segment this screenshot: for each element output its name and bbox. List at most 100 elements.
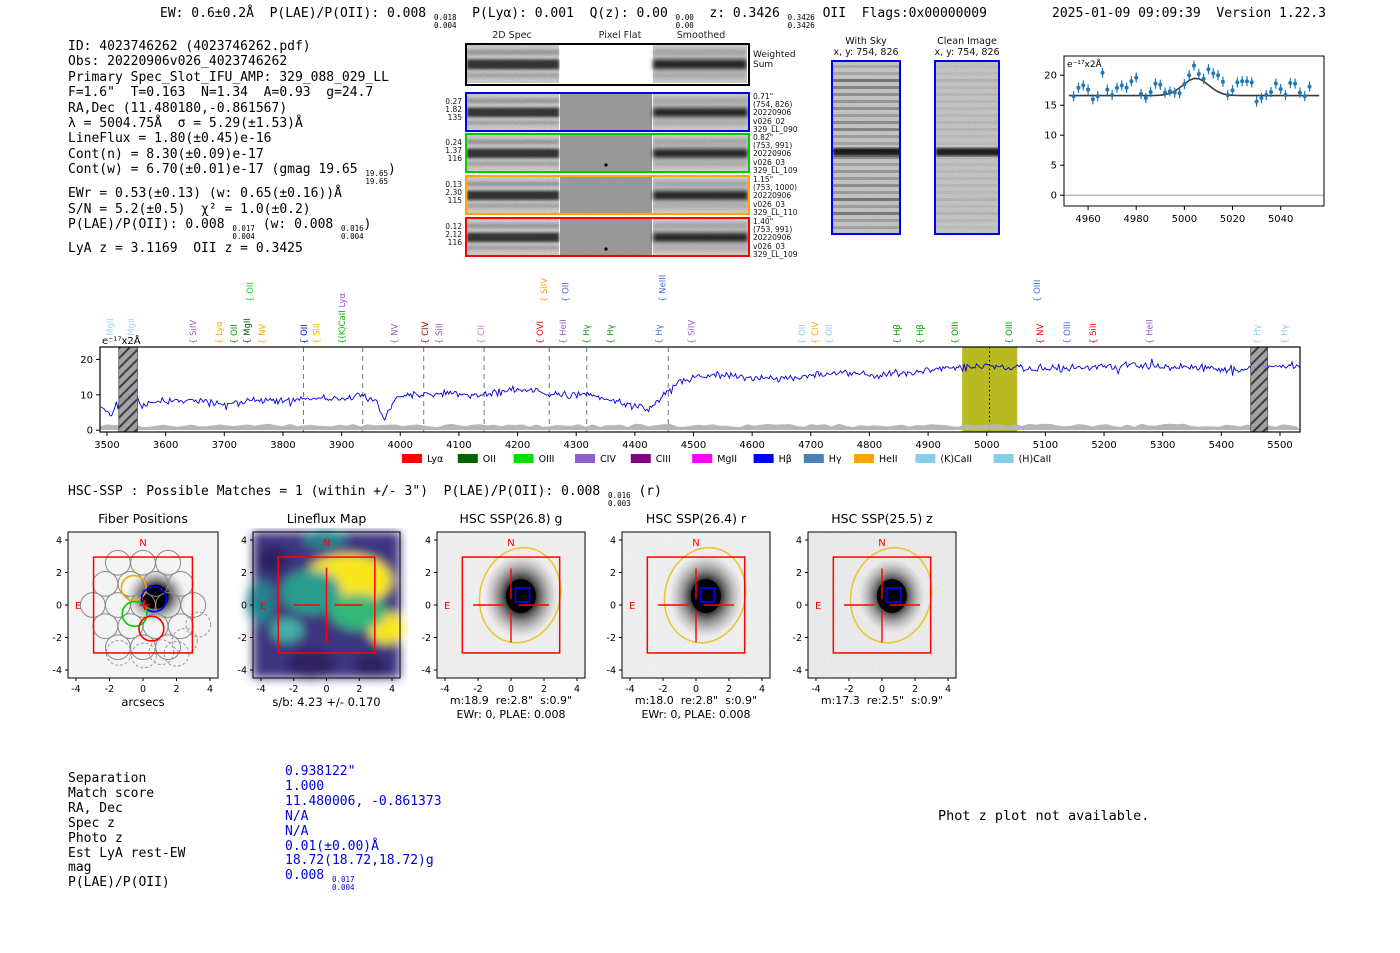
cutout-column-header: Smoothed	[676, 30, 726, 41]
aperture-ellipse	[849, 546, 933, 644]
panel-ytick: -4	[238, 666, 247, 677]
panel-xtick: 2	[173, 684, 179, 695]
sub-value: 0.003	[608, 499, 631, 508]
panel-ytick: 4	[796, 536, 802, 547]
panel-xtick: 4	[945, 684, 951, 695]
text-run: )	[388, 162, 396, 178]
text-run: ID: 4023746262 (4023746262.pdf)	[68, 39, 311, 54]
inset-ytick: 20	[1044, 71, 1057, 82]
emission-line-label: { OII	[562, 282, 572, 302]
panel-ytick: 4	[610, 536, 616, 547]
match-row-value: 0.008 0.017 0.004	[285, 868, 442, 893]
panel-xtick: 0	[323, 684, 329, 695]
text-run: 11.480006, -0.861373	[285, 793, 442, 809]
emission-line-label: { OII	[798, 324, 808, 344]
legend-swatch	[692, 454, 713, 463]
panel-ytick: 2	[425, 568, 431, 579]
text-run: EWr = 0.53(±0.13) (w: 0.65(±0.16))Å	[68, 186, 342, 202]
panel-map-svg: N E -4 -4 -2 -2 0 0 2 2 4 4	[238, 530, 404, 695]
inset-xtick: 4980	[1123, 214, 1148, 225]
spectrum-xtick: 5400	[1209, 440, 1234, 451]
panel-title: Lineflux Map	[286, 511, 367, 526]
sup-value: 0.016	[341, 224, 364, 234]
panel-ytick: -2	[422, 633, 431, 644]
selected-fiber-circle	[140, 586, 168, 613]
emission-line-label: { CII	[477, 325, 487, 344]
panel-ytick: -4	[53, 666, 62, 677]
selected-fiber-circle	[121, 600, 148, 628]
compass-east: E	[629, 601, 635, 612]
panel-xtick: -4	[811, 684, 820, 695]
sup-value: 0.017	[331, 875, 355, 885]
sub-value: 0.00	[675, 21, 694, 30]
masked-band	[118, 346, 138, 433]
fiber-circle	[155, 549, 182, 576]
emission-line-label: { NV	[258, 324, 268, 344]
legend-swatch	[993, 454, 1014, 463]
panel-xtick: 0	[879, 684, 885, 695]
sub-value: 0.004	[331, 883, 355, 893]
match-row-value: 1.000	[285, 778, 442, 795]
sup-value: 0.00	[675, 13, 694, 22]
match-row-label: Spec z	[68, 815, 115, 831]
legend-label: HeII	[879, 454, 898, 465]
info-line: LyA z = 3.1169 OII z = 0.3425	[68, 241, 396, 256]
legend-swatch	[915, 454, 936, 463]
emission-line-label: { Hγ	[1253, 324, 1263, 344]
selected-fiber-circle	[138, 615, 165, 642]
spectrum-xtick: 4500	[681, 440, 706, 451]
cutout-row	[465, 175, 750, 215]
text-run: Obs: 20220906v026_4023746262	[68, 54, 288, 70]
header-timestamp-version: 2025-01-09 09:09:39 Version 1.22.3	[1052, 6, 1326, 21]
panel-ytick: -2	[793, 633, 802, 644]
fiber-circle-dashed	[185, 611, 212, 638]
inset-ytick: 0	[1051, 191, 1057, 202]
with-sky-panel-title: With Sky x, y: 754, 826	[833, 36, 899, 58]
text-run: N/A	[285, 823, 309, 839]
legend-swatch	[854, 454, 874, 463]
inset-xtick: 5020	[1220, 214, 1245, 225]
aperture-ellipse	[478, 546, 562, 644]
cutout-column-header: Pixel Flat	[598, 30, 642, 41]
text-run: F=1.6" T=0.163 N=1.34 A=0.93 g=24.7	[68, 85, 374, 101]
panel-xtick: 0	[693, 684, 699, 695]
match-row-value: N/A	[285, 809, 442, 825]
text-run: HSC-SSP : Possible Matches = 1 (within +…	[68, 484, 609, 499]
info-line: ID: 4023746262 (4023746262.pdf)	[68, 39, 396, 54]
extraction-box	[461, 556, 561, 654]
with-sky-panel-image	[833, 62, 903, 233]
panel-title: Fiber Positions	[98, 511, 188, 526]
weighted-sum-label: Weighted Sum	[753, 50, 796, 70]
match-row-value: 18.72(18.72,18.72)g	[285, 853, 442, 869]
spectrum-xtick: 3600	[153, 440, 178, 451]
emission-line-label: { Hγ	[583, 324, 593, 344]
legend-label: OIII	[539, 454, 555, 465]
text-run: OII Flags:0x00000009	[814, 6, 987, 21]
match-row-value: 0.938122"	[285, 764, 442, 780]
panel-xtick: -4	[71, 684, 80, 695]
inset-xtick: 4960	[1075, 214, 1100, 225]
sub-value: 0.004	[232, 232, 255, 242]
stacked-uncertainty: 0.018 0.004	[434, 14, 457, 30]
cutout-row-left-labels: 0.12 2.12 116	[445, 222, 462, 248]
panel-xtick: 4	[207, 684, 213, 695]
info-line: P(LAE)/P(OII): 0.008 0.017 0.004 (w: 0.00…	[68, 217, 396, 241]
text-run: 0.938122"	[285, 764, 356, 779]
spectrum-xtick: 5300	[1150, 440, 1175, 451]
compass-north: N	[139, 538, 146, 549]
compass-north: N	[507, 538, 514, 549]
clean-image-panel-image	[936, 62, 1002, 233]
emission-line-label: { NeIII	[658, 275, 668, 302]
emission-line-label: { OII	[300, 324, 310, 344]
emission-line-label: { SiIV	[189, 320, 199, 344]
sup-value: 19.65	[365, 169, 388, 179]
panel-xtick: -2	[658, 684, 667, 695]
legend-swatch	[753, 454, 774, 463]
panel-ytick: 0	[796, 601, 802, 612]
panel-xtick: 4	[389, 684, 395, 695]
panel-xtick: 2	[356, 684, 362, 695]
text-run: 1.000	[285, 778, 325, 794]
selected-fiber-circle	[120, 574, 147, 602]
emission-line-label: { NV	[390, 324, 400, 344]
spectrum-xtick: 5500	[1267, 440, 1292, 451]
